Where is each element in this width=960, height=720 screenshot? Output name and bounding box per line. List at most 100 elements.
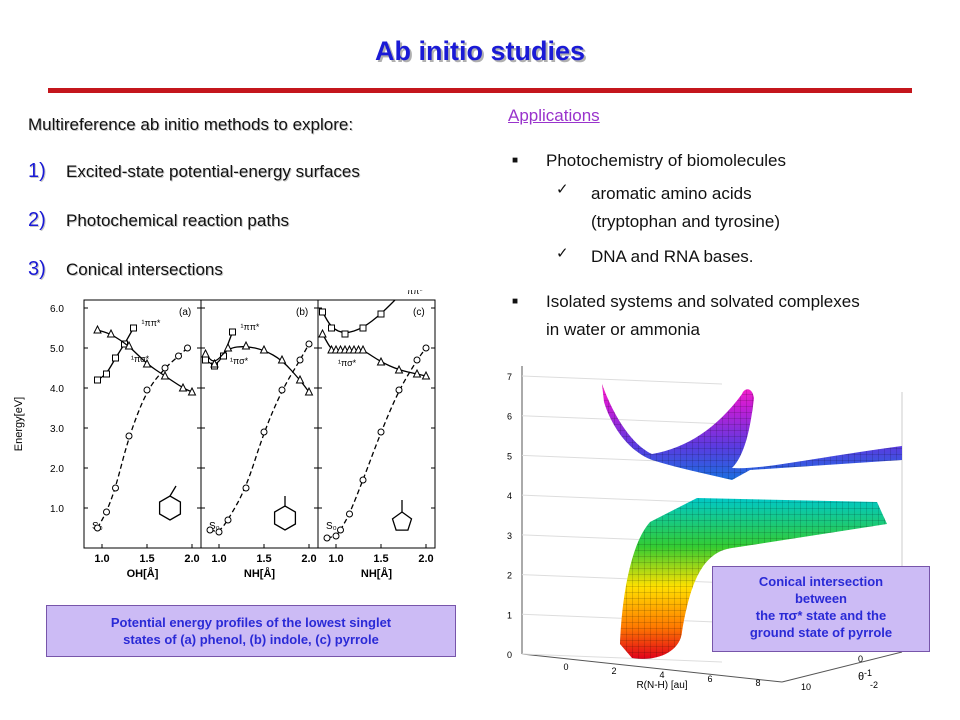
indole-molecule-icon xyxy=(273,505,297,531)
series-label: ¹πσ* xyxy=(131,354,150,364)
circle-marker xyxy=(337,526,344,534)
item-number: 3) xyxy=(28,258,46,280)
item-text: Excited-state potential-energy surfaces xyxy=(66,162,360,181)
panel-curves xyxy=(201,328,314,536)
x-tick-label: 2 xyxy=(611,666,616,676)
x-tick-label: 1.5 xyxy=(373,553,388,565)
circle-marker xyxy=(242,484,250,492)
phenol-molecule-icon xyxy=(158,495,182,521)
series-line xyxy=(96,347,188,529)
x-tick-label: 1.0 xyxy=(328,553,343,565)
circle-marker xyxy=(143,386,151,394)
panel-frame xyxy=(200,299,319,549)
panel-label: (c) xyxy=(413,307,425,318)
series-label: ¹ππ* xyxy=(142,318,161,328)
z-tick-label: 6 xyxy=(507,412,512,422)
application-subitem: (tryptophan and tyrosine) xyxy=(591,212,780,231)
triangle-marker xyxy=(304,386,314,396)
triangle-marker xyxy=(241,340,251,350)
circle-marker xyxy=(305,340,313,348)
caption-line: Potential energy profiles of the lowest … xyxy=(110,615,392,630)
triangle-marker xyxy=(160,370,170,380)
circle-marker xyxy=(332,532,340,540)
item-number: 1) xyxy=(28,160,46,182)
item-text: Conical intersections xyxy=(66,260,223,279)
x-tick-label: 1.5 xyxy=(139,553,154,565)
circle-marker xyxy=(215,528,223,536)
circle-marker xyxy=(422,344,430,352)
method-item: 3) Conical intersections xyxy=(28,258,223,281)
triangle-marker xyxy=(124,340,134,350)
square-bullet-icon: ■ xyxy=(512,155,519,166)
y-tick-label: -2 xyxy=(870,680,878,690)
x-tick-label: 2.0 xyxy=(184,553,199,565)
square-marker xyxy=(377,310,385,318)
application-subitem: DNA and RNA bases. xyxy=(591,247,754,266)
ground-state-mesh xyxy=(620,498,887,659)
triangle-marker xyxy=(259,344,269,354)
method-item: 1) Excited-state potential-energy surface… xyxy=(28,160,360,183)
x-tick-label: 2.0 xyxy=(418,553,433,565)
circle-marker xyxy=(278,386,286,394)
triangle-marker xyxy=(106,328,116,338)
circle-marker xyxy=(377,428,385,436)
x-tick-label: 1.5 xyxy=(256,553,271,565)
y-tick-label: 2.0 xyxy=(50,464,64,475)
title-rule xyxy=(48,88,912,93)
triangle-marker xyxy=(201,348,210,358)
square-bullet-icon: ■ xyxy=(512,296,519,307)
x-axis xyxy=(521,653,783,683)
triangle-marker xyxy=(394,364,404,374)
profiles-caption: Potential energy profiles of the lowest … xyxy=(46,605,456,657)
square-marker xyxy=(112,354,119,362)
pyrrole-molecule-icon xyxy=(391,511,413,531)
application-item: Isolated systems and solvated complexes xyxy=(546,292,860,311)
caption-line: ground state of pyrrole xyxy=(749,625,893,640)
x-tick-label: 6 xyxy=(707,674,712,684)
series-line xyxy=(97,327,135,381)
y-tick-label: -1 xyxy=(864,668,872,678)
x-tick-label: 0 xyxy=(563,662,568,672)
circle-marker xyxy=(184,344,191,352)
triangle-marker xyxy=(421,370,431,380)
panel-b: 1.0 1.5 2.0 NH[Å] (b) S₀ ¹ππ* ¹πσ* xyxy=(200,299,319,580)
triangle-marker xyxy=(277,354,287,364)
triangle-marker xyxy=(93,324,102,334)
square-marker xyxy=(319,308,326,316)
panel-frame xyxy=(83,299,202,549)
triangle-marker xyxy=(178,382,188,392)
methods-intro: Multireference ab initio methods to expl… xyxy=(28,115,354,134)
triangle-marker xyxy=(142,358,152,368)
x-axis-label: R(N-H) [au] xyxy=(636,680,687,691)
triangle-marker xyxy=(376,356,386,366)
triangle-marker xyxy=(318,328,327,338)
application-subitem: aromatic amino acids xyxy=(591,184,752,203)
panel-label: (a) xyxy=(179,307,191,318)
checkmark-icon: ✓ xyxy=(556,245,569,262)
series-line xyxy=(97,329,193,393)
applications-heading: Applications xyxy=(508,106,600,125)
x-axis-label: NH[Å] xyxy=(244,567,275,580)
panel-c: 1.0 1.5 2.0 NH[Å] (c) S₀ ππ* ¹πσ* xyxy=(317,290,436,580)
circle-marker xyxy=(260,428,268,436)
square-marker xyxy=(328,324,335,332)
x-tick-label: 1.0 xyxy=(94,553,109,565)
y-tick-label: 1.0 xyxy=(50,504,64,515)
item-number: 2) xyxy=(28,209,46,231)
y-tick-label: 4.0 xyxy=(50,384,64,395)
square-marker xyxy=(130,324,137,332)
x-tick-label: 4 xyxy=(659,670,664,680)
triangle-marker xyxy=(210,358,219,368)
caption-line: between xyxy=(794,591,847,606)
square-marker xyxy=(359,324,367,332)
square-marker xyxy=(103,370,110,378)
z-tick-label: 1 xyxy=(507,610,512,620)
ground-state-label: S₀ xyxy=(209,521,220,532)
z-tick-label: 0 xyxy=(507,650,512,660)
checkmark-icon: ✓ xyxy=(556,181,569,198)
circle-marker xyxy=(125,432,133,440)
x-axis-label: OH[Å] xyxy=(127,567,159,580)
series-line xyxy=(209,343,310,532)
